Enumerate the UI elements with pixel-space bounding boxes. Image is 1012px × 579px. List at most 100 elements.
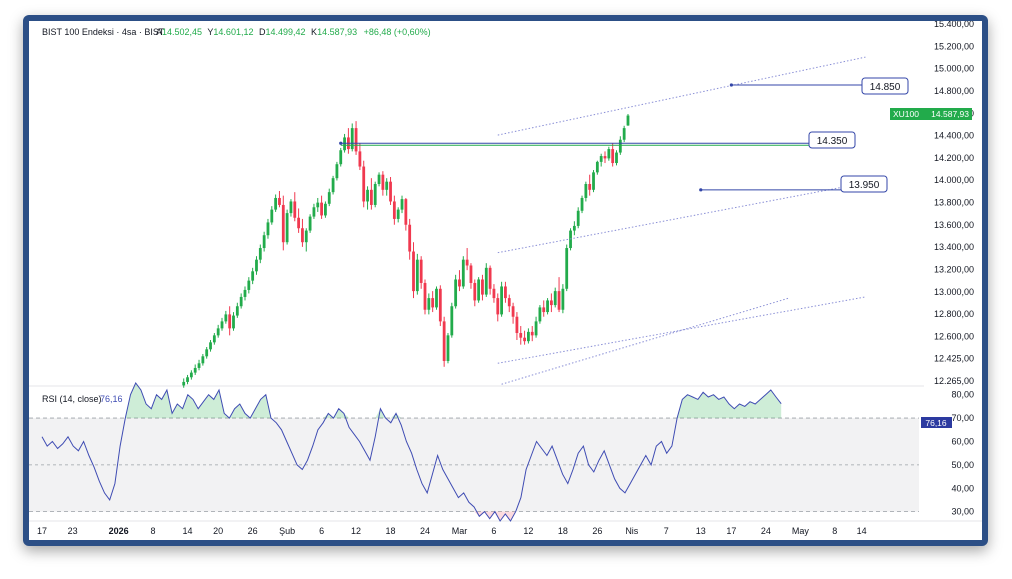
time-axis-tick: 18 [386, 526, 396, 536]
level-label-14850[interactable]: 14.850 [861, 77, 909, 95]
candle-body [580, 197, 584, 211]
candle-body [615, 152, 618, 164]
candle-body [488, 267, 492, 289]
drawings-layer [339, 56, 866, 385]
candle-body [385, 181, 389, 190]
candles-layer [182, 114, 630, 388]
time-axis-tick: 23 [68, 526, 78, 536]
candle-body [216, 328, 220, 336]
candle-body [412, 251, 415, 292]
candle-body [519, 333, 523, 338]
candle-body [477, 279, 481, 301]
candle-body [530, 331, 534, 336]
candle-body [335, 164, 339, 179]
candle-body [301, 228, 304, 243]
candle-body [611, 149, 615, 164]
candle-body [576, 210, 580, 226]
rsi-header[interactable]: RSI (14, close) 76,16 [42, 394, 123, 404]
candle-body [500, 286, 503, 315]
candle-body [446, 335, 450, 361]
candle-body [515, 316, 519, 334]
candle-body [262, 235, 266, 249]
candle-body [381, 174, 385, 190]
candle-body [415, 259, 419, 292]
price-axis-tick: 15.400,00 [934, 21, 974, 29]
candle-body [427, 298, 431, 310]
candle-body [205, 349, 209, 357]
candle-body [507, 298, 511, 307]
candle-body [354, 128, 358, 152]
candle-body [549, 300, 553, 306]
candle-body [220, 321, 224, 329]
candle-body [396, 209, 400, 219]
price-axis-tick: 12.425,00 [934, 354, 974, 364]
level-label-14350[interactable]: 14.350 [808, 131, 856, 149]
rsi-axis-tick: 30,00 [951, 507, 974, 517]
candle-body [592, 172, 595, 190]
candle-body [258, 248, 262, 260]
time-axis-tick: 26 [592, 526, 602, 536]
time-axis-tick: 17 [37, 526, 47, 536]
time-axis-tick: 26 [248, 526, 258, 536]
candle-body [435, 288, 438, 308]
candle-body [481, 279, 484, 295]
candle-body [278, 197, 281, 205]
trend-line[interactable] [497, 182, 866, 254]
time-axis-tick: 18 [558, 526, 568, 536]
candle-body [595, 161, 599, 173]
candle-body [465, 259, 469, 266]
candle-body [232, 315, 235, 329]
rsi-line[interactable] [41, 382, 782, 522]
candle-body [450, 306, 454, 336]
level-label-13950[interactable]: 13.950 [840, 175, 888, 193]
candle-body [626, 115, 630, 126]
candle-body [492, 288, 496, 299]
time-axis-tick: Mar [452, 526, 468, 536]
candle-body [304, 230, 308, 243]
level-anchor-point[interactable] [729, 83, 734, 87]
candle-body [339, 150, 343, 165]
time-axis-tick: May [792, 526, 810, 536]
header-ohlc: A14.502,45 Y14.601,12 D14.499,42 K14.587… [156, 27, 431, 37]
candle-body [458, 279, 461, 287]
candle-body [224, 314, 228, 322]
candle-body [408, 224, 412, 252]
price-axis-tick: 12.600,00 [934, 331, 974, 341]
candle-body [584, 183, 588, 198]
candle-body [618, 139, 622, 153]
candle-body [461, 259, 465, 287]
candle-body [438, 288, 442, 322]
candle-body [274, 197, 278, 210]
candle-body [369, 189, 373, 205]
header-symbol: BIST 100 Endeksi · 4sa · BIST [42, 27, 165, 37]
price-axis-tick: 14.400,00 [934, 131, 974, 141]
candle-body [404, 199, 408, 225]
candle-body [193, 367, 197, 373]
rsi-tag-value: 76,16 [925, 418, 947, 428]
candle-body [358, 151, 362, 167]
price-tag-value: 14.587,93 [931, 109, 969, 119]
candle-body [561, 288, 565, 310]
candle-body [607, 149, 611, 159]
time-axis-tick: 24 [761, 526, 771, 536]
candle-body [308, 216, 312, 231]
candle-body [247, 280, 251, 290]
candle-body [186, 377, 189, 382]
level-anchor-point[interactable] [699, 188, 703, 192]
price-chart[interactable]: 15.400,0015.200,0015.000,0014.800,0014.6… [29, 21, 982, 540]
candle-body [603, 156, 607, 159]
time-axis-tick: Şub [279, 526, 295, 536]
time-axis-tick: 6 [491, 526, 496, 536]
chart-window: 15.400,0015.200,0015.000,0014.800,0014.6… [23, 15, 988, 546]
trend-line[interactable] [497, 296, 866, 364]
price-axis-tick: 14.800,00 [934, 86, 974, 96]
price-axis-tick: 12.265,00 [934, 376, 974, 386]
trend-line[interactable] [497, 56, 866, 136]
chart-panel: 15.400,0015.200,0015.000,0014.800,0014.6… [29, 21, 982, 540]
level-anchor-point[interactable] [339, 141, 343, 145]
time-axis-tick: 14 [183, 526, 193, 536]
trend-line[interactable] [501, 297, 789, 385]
time-axis-tick: 14 [857, 526, 867, 536]
price-tag-symbol: XU100 [893, 109, 919, 119]
candle-body [553, 291, 557, 306]
